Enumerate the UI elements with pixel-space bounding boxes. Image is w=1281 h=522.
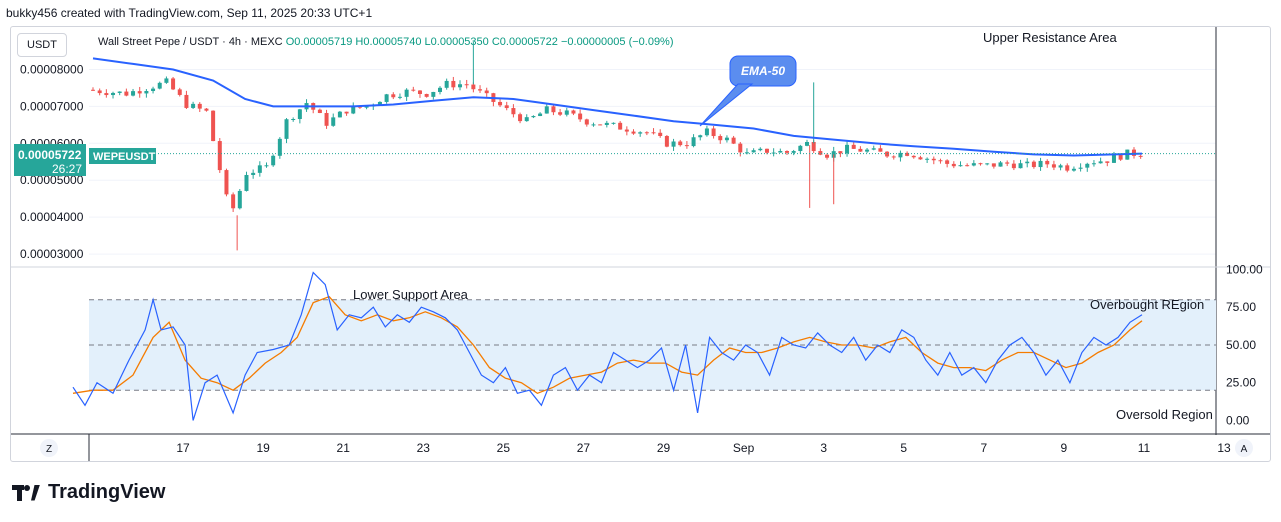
tradingview-logo-icon — [12, 484, 42, 501]
legend-close: C0.00005722 — [491, 36, 558, 48]
legend-open: O0.00005719 — [285, 36, 353, 48]
chart-frame — [10, 26, 1271, 462]
attribution: bukky456 created with TradingView.com, S… — [6, 6, 373, 20]
chart-legend: Wall Street Pepe / USDT · 4h · MEXC O0.0… — [98, 36, 674, 48]
brand-name: TradingView — [48, 481, 166, 503]
symbol-button[interactable]: USDT — [17, 33, 67, 57]
legend-low: L0.00005350 — [424, 36, 489, 48]
tradingview-brand[interactable]: TradingView — [12, 481, 165, 504]
legend-title: Wall Street Pepe / USDT · 4h · MEXC — [98, 36, 283, 48]
legend-high: H0.00005740 — [355, 36, 422, 48]
legend-change: −0.00000005 (−0.09%) — [560, 36, 674, 48]
